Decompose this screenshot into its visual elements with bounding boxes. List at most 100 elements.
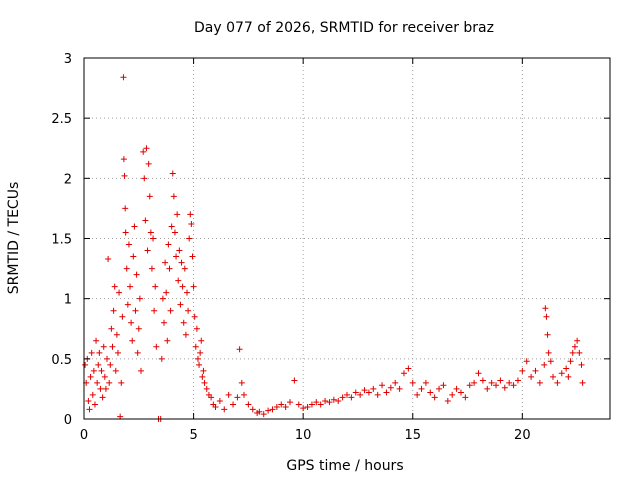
data-point bbox=[574, 337, 581, 344]
data-point bbox=[129, 337, 136, 344]
data-point bbox=[174, 211, 181, 218]
data-point bbox=[484, 385, 491, 392]
data-point bbox=[488, 379, 495, 386]
data-point bbox=[170, 193, 177, 200]
data-point bbox=[125, 241, 132, 248]
data-point bbox=[87, 373, 94, 380]
data-point bbox=[186, 235, 193, 242]
data-point bbox=[104, 355, 111, 362]
data-point bbox=[110, 307, 117, 314]
data-point bbox=[193, 325, 200, 332]
data-point bbox=[98, 367, 105, 374]
data-point bbox=[192, 343, 199, 350]
data-point bbox=[479, 377, 486, 384]
data-point bbox=[142, 217, 149, 224]
data-point bbox=[165, 241, 172, 248]
data-point bbox=[216, 397, 223, 404]
x-axis-label: GPS time / hours bbox=[286, 458, 403, 474]
data-point bbox=[190, 283, 197, 290]
data-point bbox=[260, 411, 267, 418]
data-point bbox=[140, 148, 147, 155]
data-point bbox=[123, 265, 130, 272]
x-tick-label: 10 bbox=[295, 428, 312, 443]
data-point bbox=[198, 337, 205, 344]
chart-title: Day 077 of 2026, SRMTID for receiver bra… bbox=[194, 20, 494, 36]
data-point bbox=[105, 255, 112, 262]
data-point bbox=[400, 370, 407, 377]
data-point bbox=[436, 385, 443, 392]
data-point bbox=[91, 401, 98, 408]
data-point bbox=[108, 325, 115, 332]
data-point bbox=[547, 358, 554, 365]
data-point bbox=[179, 283, 186, 290]
data-point bbox=[444, 397, 451, 404]
data-point bbox=[418, 385, 425, 392]
data-point bbox=[322, 397, 329, 404]
data-point bbox=[313, 399, 320, 406]
x-tick-label: 0 bbox=[80, 428, 88, 443]
data-point bbox=[113, 331, 120, 338]
data-point bbox=[265, 407, 272, 414]
data-point bbox=[189, 253, 196, 260]
data-point bbox=[449, 391, 456, 398]
data-point bbox=[523, 358, 530, 365]
data-point bbox=[185, 307, 192, 314]
data-point bbox=[160, 319, 167, 326]
data-point bbox=[567, 358, 574, 365]
data-point bbox=[269, 406, 276, 413]
data-point bbox=[143, 145, 150, 152]
data-point bbox=[199, 373, 206, 380]
data-point bbox=[457, 389, 464, 396]
data-point bbox=[121, 172, 128, 179]
data-point bbox=[453, 385, 460, 392]
data-point bbox=[137, 367, 144, 374]
data-point bbox=[344, 391, 350, 398]
data-point bbox=[383, 389, 390, 396]
data-point bbox=[543, 313, 550, 320]
grid bbox=[84, 58, 610, 419]
data-point bbox=[579, 379, 586, 386]
data-point bbox=[238, 379, 245, 386]
data-point bbox=[163, 289, 170, 296]
data-point bbox=[85, 397, 92, 404]
data-point bbox=[471, 379, 478, 386]
data-point bbox=[168, 223, 175, 230]
data-point bbox=[361, 387, 368, 394]
data-point bbox=[164, 337, 171, 344]
data-point bbox=[379, 382, 386, 389]
data-point bbox=[124, 301, 131, 308]
data-point bbox=[565, 373, 572, 380]
data-point bbox=[169, 170, 176, 177]
data-point bbox=[497, 377, 504, 384]
data-point bbox=[208, 394, 215, 401]
data-point bbox=[100, 343, 107, 350]
data-point bbox=[116, 289, 123, 296]
data-point bbox=[134, 349, 141, 356]
data-point bbox=[148, 265, 155, 272]
y-tick-label: 2.5 bbox=[51, 112, 72, 127]
data-point bbox=[136, 295, 143, 302]
data-point bbox=[181, 265, 188, 272]
data-point bbox=[240, 391, 247, 398]
y-tick-label: 1.5 bbox=[51, 233, 72, 248]
data-point bbox=[122, 229, 129, 236]
data-point bbox=[135, 325, 142, 332]
data-point bbox=[86, 406, 93, 413]
data-point bbox=[130, 253, 137, 260]
data-point bbox=[569, 349, 576, 356]
data-point bbox=[212, 403, 219, 410]
data-point bbox=[519, 367, 526, 374]
data-point bbox=[462, 394, 469, 401]
data-point bbox=[414, 391, 421, 398]
data-point bbox=[339, 394, 346, 401]
data-point bbox=[348, 394, 355, 401]
data-point bbox=[282, 403, 289, 410]
data-point bbox=[182, 331, 189, 338]
data-point bbox=[111, 283, 118, 290]
y-tick-label: 1 bbox=[64, 293, 72, 308]
data-point bbox=[493, 382, 500, 389]
data-point bbox=[201, 379, 208, 386]
data-point bbox=[133, 271, 140, 278]
data-point bbox=[370, 385, 377, 392]
